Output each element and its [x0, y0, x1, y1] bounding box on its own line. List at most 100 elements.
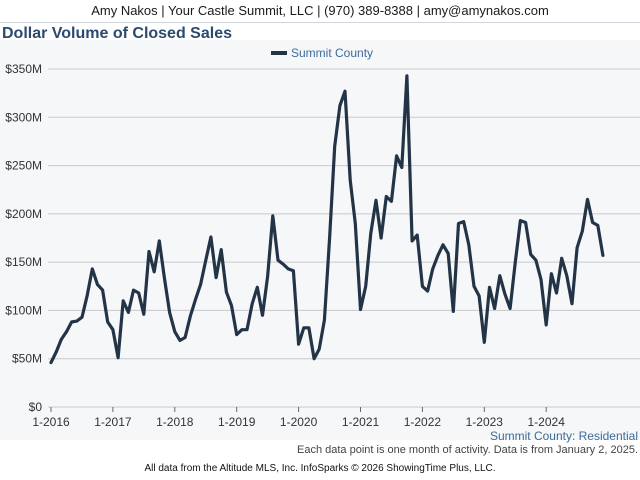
- contact-header: Amy Nakos | Your Castle Summit, LLC | (9…: [0, 0, 640, 23]
- x-tick-label: 1-2021: [342, 415, 380, 429]
- data-point: [405, 74, 409, 77]
- data-point: [261, 314, 264, 317]
- data-point: [122, 299, 125, 302]
- y-tick-label: $300M: [5, 110, 42, 124]
- data-point: [333, 145, 336, 148]
- x-tick-label: 1-2024: [528, 415, 566, 429]
- data-point: [271, 214, 275, 217]
- x-tick-label: 1-2017: [94, 415, 132, 429]
- data-point: [111, 328, 115, 331]
- data-note: Each data point is one month of activity…: [297, 444, 638, 456]
- data-point: [183, 336, 187, 339]
- data-point: [132, 288, 135, 292]
- data-point: [266, 275, 269, 278]
- x-axis-ticks: 1-2016 1-2017 1-2018 1-2019 1-2020 1-2021 1-20…: [32, 407, 565, 429]
- data-point: [555, 291, 558, 295]
- data-point: [49, 361, 53, 364]
- data-point: [400, 166, 403, 169]
- data-point: [508, 307, 512, 310]
- data-point: [214, 276, 218, 279]
- data-point: [178, 339, 182, 342]
- data-point: [570, 302, 574, 305]
- data-point: [364, 285, 367, 288]
- data-point: [256, 286, 259, 289]
- data-point: [297, 343, 300, 346]
- data-point: [431, 267, 434, 271]
- data-point: [467, 243, 471, 246]
- data-point: [591, 221, 594, 224]
- data-point: [421, 285, 424, 288]
- data-point: [209, 235, 213, 239]
- data-point: [276, 259, 280, 262]
- data-point: [426, 289, 429, 293]
- data-point: [281, 262, 285, 266]
- data-point: [323, 318, 326, 322]
- data-point: [348, 178, 352, 182]
- data-point: [524, 221, 527, 224]
- data-point: [560, 257, 563, 260]
- data-point: [204, 259, 207, 262]
- data-point: [225, 290, 228, 294]
- data-point: [312, 357, 316, 360]
- data-point: [292, 269, 295, 273]
- data-point: [328, 236, 331, 240]
- data-point: [189, 315, 192, 318]
- data-point: [287, 267, 290, 271]
- data-point: [96, 283, 99, 286]
- data-point: [379, 236, 383, 240]
- chart-background: [0, 40, 640, 440]
- data-point: [168, 311, 171, 314]
- data-point: [462, 220, 465, 223]
- data-point: [116, 356, 120, 359]
- data-point: [106, 320, 109, 324]
- data-point: [163, 277, 166, 280]
- data-point: [173, 330, 176, 333]
- data-point: [343, 90, 347, 93]
- y-tick-label: $50M: [12, 352, 42, 366]
- data-point: [369, 231, 373, 235]
- x-tick-label: 1-2019: [218, 415, 256, 429]
- data-point: [235, 333, 238, 336]
- data-point: [498, 274, 501, 277]
- data-point: [488, 286, 491, 289]
- data-point: [250, 302, 254, 305]
- legend[interactable]: Summit County: [271, 46, 373, 60]
- data-point: [60, 338, 63, 341]
- data-point: [385, 195, 388, 198]
- data-point: [302, 326, 305, 330]
- series-caption: Summit County: Residential: [489, 429, 638, 443]
- y-tick-label: $200M: [5, 207, 42, 221]
- chart-title: Dollar Volume of Closed Sales: [2, 25, 232, 42]
- data-point: [534, 259, 538, 262]
- data-credit: All data from the Altitude MLS, Inc. Inf…: [144, 463, 496, 474]
- data-point: [446, 252, 450, 255]
- data-point: [395, 154, 398, 158]
- data-point: [493, 307, 496, 310]
- data-point: [147, 250, 151, 253]
- y-tick-label: $250M: [5, 159, 42, 173]
- data-point: [152, 270, 156, 273]
- data-point: [575, 246, 579, 249]
- data-point: [457, 222, 460, 225]
- data-point: [472, 285, 476, 288]
- data-point: [137, 291, 140, 295]
- data-point: [477, 294, 481, 298]
- line-chart: $0 $50M $100M $150M $200M $250M $300M $350M 1-2…: [5, 46, 640, 429]
- data-point: [127, 311, 130, 314]
- data-point: [307, 326, 311, 330]
- data-point: [416, 233, 419, 237]
- y-tick-label: $0: [29, 400, 43, 414]
- grid-lines: [48, 68, 640, 408]
- data-point: [85, 294, 89, 298]
- data-point: [70, 320, 73, 324]
- data-point: [550, 272, 553, 275]
- legend-label[interactable]: Summit County: [291, 46, 373, 60]
- y-tick-label: $150M: [5, 255, 42, 269]
- data-point: [75, 319, 78, 323]
- data-point: [158, 239, 161, 243]
- data-point: [514, 260, 517, 264]
- data-point: [220, 248, 223, 251]
- data-point: [318, 347, 321, 351]
- data-point: [436, 254, 440, 257]
- x-tick-label: 1-2016: [32, 415, 70, 429]
